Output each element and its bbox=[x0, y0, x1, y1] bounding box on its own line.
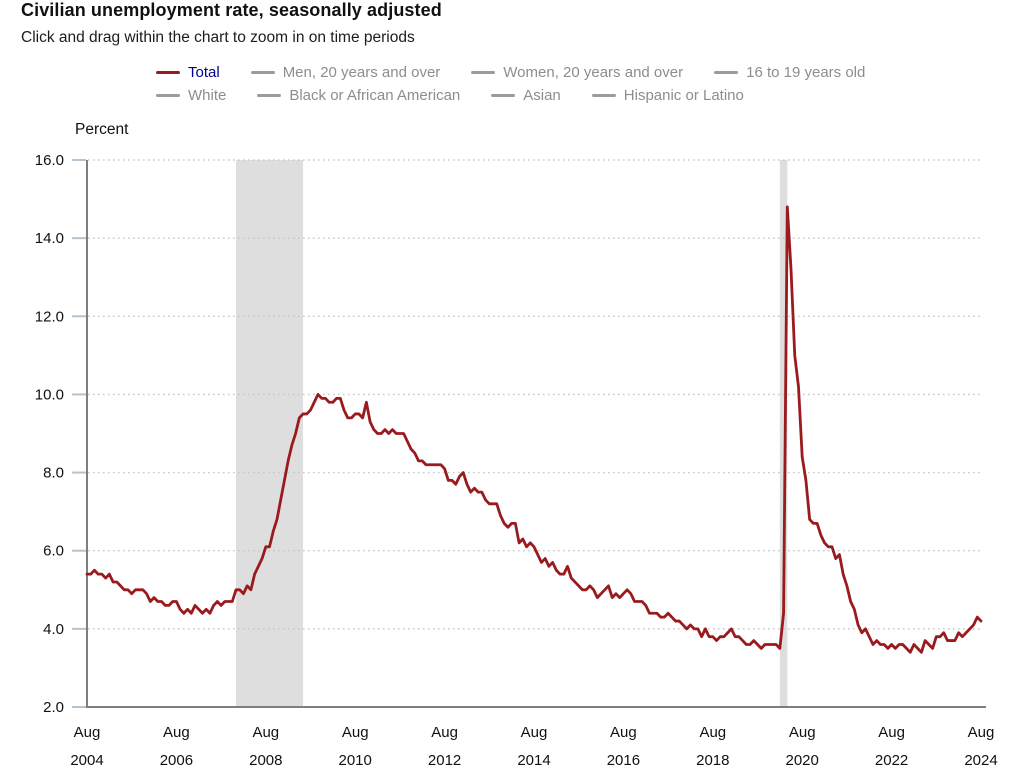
unemployment-rate-line bbox=[85, 205, 983, 654]
recession-band bbox=[236, 160, 304, 707]
legend: Total Men, 20 years and over Women, 20 yea… bbox=[156, 61, 865, 107]
x-axis-label-year: 2010 bbox=[339, 752, 372, 769]
legend-item-men-20-years-and-over[interactable]: Men, 20 years and over bbox=[250, 64, 441, 81]
legend-item-white[interactable]: White bbox=[156, 87, 226, 104]
legend-item-16-to-19-years-old[interactable]: 16 to 19 years old bbox=[714, 64, 865, 81]
x-axis-label-month: Aug bbox=[521, 724, 548, 741]
legend-item-label: 16 to 19 years old bbox=[746, 64, 866, 81]
x-axis-label-month: Aug bbox=[878, 724, 905, 741]
legend-item-label: Men, 20 years and over bbox=[282, 64, 441, 81]
legend-item-label: Women, 20 years and over bbox=[503, 64, 684, 81]
legend-line-swatch bbox=[714, 71, 739, 74]
x-axis-label-month: Aug bbox=[252, 724, 279, 741]
x-axis-label-year: 2016 bbox=[607, 752, 640, 769]
chart-title: Civilian unemployment rate, seasonally a… bbox=[21, 0, 442, 20]
x-axis-label-year: 2020 bbox=[786, 752, 819, 769]
x-axis-label-year: 2024 bbox=[964, 752, 997, 769]
x-axis-label-year: 2008 bbox=[249, 752, 282, 769]
chart-subtitle: Click and drag within the chart to zoom … bbox=[21, 29, 415, 46]
legend-item-total[interactable]: Total bbox=[156, 64, 220, 81]
legend-line-swatch bbox=[591, 94, 616, 97]
y-axis-label: 12.0 bbox=[35, 308, 64, 325]
legend-item-asian[interactable]: Asian bbox=[491, 87, 561, 104]
x-axis-label-year: 2022 bbox=[875, 752, 908, 769]
legend-line-swatch bbox=[471, 71, 496, 74]
y-axis-label: 14.0 bbox=[35, 230, 64, 247]
x-axis-label-month: Aug bbox=[789, 724, 816, 741]
legend-row: Total Men, 20 years and over Women, 20 yea… bbox=[156, 61, 865, 84]
legend-line-swatch bbox=[491, 94, 516, 97]
x-axis-label-year: 2006 bbox=[160, 752, 193, 769]
y-axis-label: 4.0 bbox=[43, 621, 64, 638]
y-axis-label: 6.0 bbox=[43, 543, 64, 560]
legend-item-label: Asian bbox=[523, 87, 561, 104]
legend-item-label: Black or African American bbox=[289, 87, 461, 104]
legend-item-women-20-years-and-over[interactable]: Women, 20 years and over bbox=[471, 64, 683, 81]
y-axis-label: 10.0 bbox=[35, 386, 64, 403]
plot-area[interactable] bbox=[87, 160, 981, 707]
legend-line-swatch bbox=[156, 71, 180, 74]
x-axis-label-year: 2014 bbox=[517, 752, 550, 769]
x-axis-label-month: Aug bbox=[342, 724, 369, 741]
legend-item-black-or-african-american[interactable]: Black or African American bbox=[257, 87, 460, 104]
legend-item-label: Hispanic or Latino bbox=[623, 87, 744, 104]
x-axis-label-month: Aug bbox=[74, 724, 101, 741]
legend-item-hispanic-or-latino[interactable]: Hispanic or Latino bbox=[591, 87, 744, 104]
y-axis-label: 16.0 bbox=[35, 152, 64, 169]
legend-item-label: White bbox=[188, 87, 227, 104]
legend-item-label: Total bbox=[188, 64, 220, 81]
x-axis-label-month: Aug bbox=[431, 724, 458, 741]
x-axis-label-year: 2012 bbox=[428, 752, 461, 769]
legend-line-swatch bbox=[250, 71, 275, 74]
recession-band bbox=[779, 160, 788, 707]
x-axis-label-month: Aug bbox=[699, 724, 726, 741]
y-axis-title: Percent bbox=[75, 121, 129, 138]
x-axis-label-month: Aug bbox=[610, 724, 637, 741]
x-axis-label-year: 2004 bbox=[70, 752, 103, 769]
legend-line-swatch bbox=[257, 94, 282, 97]
x-axis-label-month: Aug bbox=[163, 724, 190, 741]
legend-row: White Black or African American Asian Hispa… bbox=[156, 84, 865, 107]
legend-line-swatch bbox=[156, 94, 180, 97]
x-axis-label-month: Aug bbox=[968, 724, 995, 741]
x-axis-label-year: 2018 bbox=[696, 752, 729, 769]
y-axis-label: 2.0 bbox=[43, 699, 64, 716]
y-axis-label: 8.0 bbox=[43, 465, 64, 482]
